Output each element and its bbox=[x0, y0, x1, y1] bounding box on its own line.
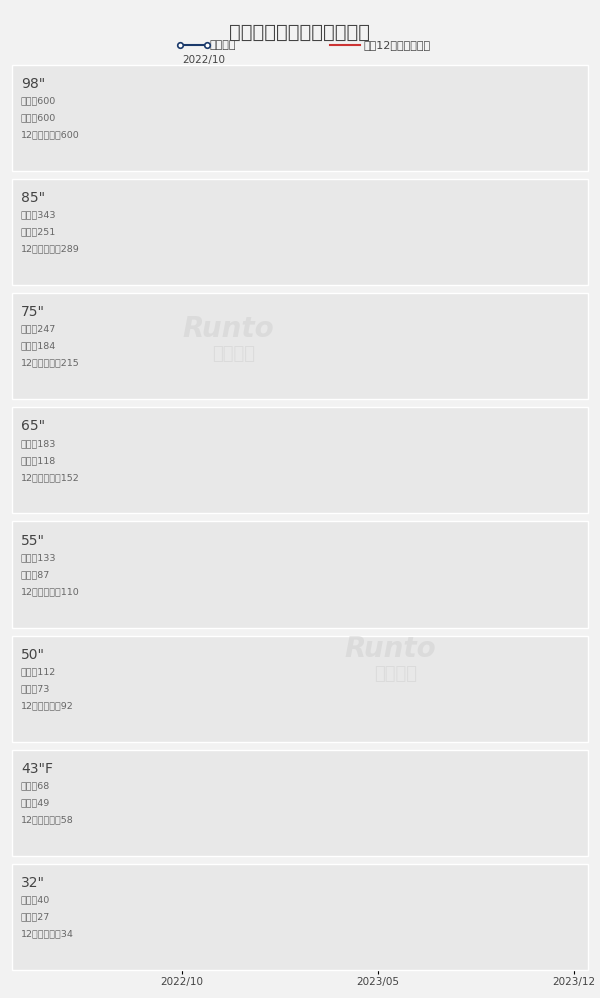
Text: 最高：68: 最高：68 bbox=[21, 781, 50, 790]
Text: Runto: Runto bbox=[182, 315, 274, 343]
Text: 65": 65" bbox=[21, 419, 45, 433]
Text: 最高：112: 最高：112 bbox=[21, 668, 56, 677]
Text: 最低：73: 最低：73 bbox=[21, 685, 50, 694]
Text: 98": 98" bbox=[21, 77, 45, 91]
Text: 2022/10: 2022/10 bbox=[182, 55, 225, 65]
Text: 85": 85" bbox=[21, 192, 45, 206]
Text: 最低：27: 最低：27 bbox=[21, 912, 50, 921]
Text: 洛图科技: 洛图科技 bbox=[374, 665, 418, 683]
Text: 最低：600: 最低：600 bbox=[21, 114, 56, 123]
Text: 最低：184: 最低：184 bbox=[21, 341, 56, 350]
Text: 50": 50" bbox=[21, 648, 45, 662]
Text: 当月价格: 当月价格 bbox=[210, 40, 236, 50]
Text: 连续12个月价格均线: 连续12个月价格均线 bbox=[363, 40, 430, 50]
Text: 最高：343: 最高：343 bbox=[21, 211, 56, 220]
Text: 12个月平均：600: 12个月平均：600 bbox=[21, 131, 80, 140]
Text: 最高：40: 最高：40 bbox=[21, 895, 50, 904]
Text: 55": 55" bbox=[21, 534, 45, 548]
Text: 75": 75" bbox=[21, 305, 45, 319]
Text: 最高：600: 最高：600 bbox=[21, 97, 56, 106]
Text: 43"F: 43"F bbox=[21, 761, 53, 775]
Text: Runto: Runto bbox=[344, 635, 436, 663]
Text: 12个月平均：58: 12个月平均：58 bbox=[21, 815, 74, 824]
Text: 最高：247: 最高：247 bbox=[21, 324, 56, 333]
Text: 液晶电视面板价格波动曲线: 液晶电视面板价格波动曲线 bbox=[229, 23, 371, 42]
Text: 最低：49: 最低：49 bbox=[21, 798, 50, 807]
Text: 32": 32" bbox=[21, 876, 45, 890]
Text: 最高：183: 最高：183 bbox=[21, 439, 56, 448]
Text: 最低：118: 最低：118 bbox=[21, 456, 56, 465]
Text: 最低：87: 最低：87 bbox=[21, 570, 50, 579]
Text: 最低：251: 最低：251 bbox=[21, 228, 56, 237]
Text: 12个月平均：110: 12个月平均：110 bbox=[21, 587, 80, 596]
Text: 12个月平均：289: 12个月平均：289 bbox=[21, 245, 80, 253]
Text: 洛图科技: 洛图科技 bbox=[212, 345, 256, 363]
Text: 12个月平均：92: 12个月平均：92 bbox=[21, 702, 74, 711]
Text: 最高：133: 最高：133 bbox=[21, 553, 56, 562]
Text: 12个月平均：152: 12个月平均：152 bbox=[21, 473, 80, 482]
Text: 12个月平均：215: 12个月平均：215 bbox=[21, 358, 80, 367]
Text: 12个月平均：34: 12个月平均：34 bbox=[21, 929, 74, 938]
